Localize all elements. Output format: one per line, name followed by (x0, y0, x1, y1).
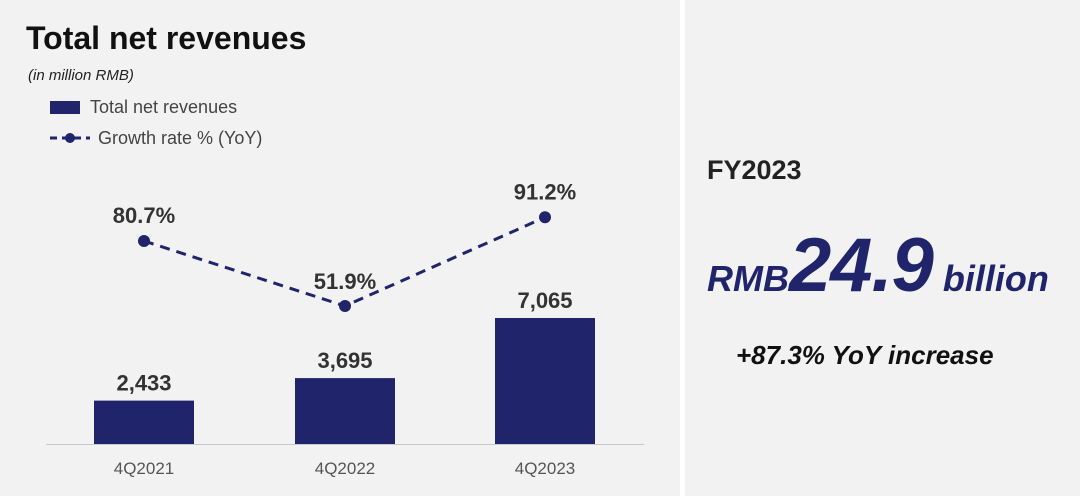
bar-value-label: 2,433 (116, 371, 171, 396)
summary-period: FY2023 (707, 155, 802, 185)
growth-value-label: 91.2% (514, 179, 576, 204)
chart-subtitle: (in million RMB) (28, 67, 134, 84)
summary-panel (685, 0, 1080, 496)
bar-value-label: 3,695 (317, 348, 372, 373)
legend-label-growth: Growth rate % (YoY) (98, 127, 263, 148)
legend-label-revenue: Total net revenues (90, 96, 238, 117)
summary-currency: RMB (707, 258, 789, 299)
x-tick-label: 4Q2022 (315, 459, 376, 478)
growth-point (539, 211, 551, 224)
revenue-bar (495, 318, 595, 444)
bar-value-label: 7,065 (517, 288, 572, 313)
legend-line-swatch (50, 133, 90, 143)
revenue-bar (295, 378, 395, 444)
summary-yoy: +87.3% YoY increase (736, 340, 994, 370)
growth-value-label: 80.7% (113, 203, 175, 228)
panel-divider (680, 0, 685, 496)
legend-item-growth: Growth rate % (YoY) (50, 127, 262, 149)
x-tick-label: 4Q2021 (114, 459, 175, 478)
growth-point (339, 300, 351, 312)
revenue-chart: 2,433 4Q2021 3,695 4Q2022 7,065 4Q2023 80.7% 51… (46, 179, 644, 478)
summary-amount: RMB24.9 billion (707, 222, 1067, 309)
growth-value-label: 51.9% (314, 269, 376, 294)
legend-bar-swatch (50, 100, 80, 114)
chart-title: Total net revenues (26, 20, 307, 56)
summary-value: 24.9 (788, 223, 934, 308)
x-tick-label: 4Q2023 (515, 459, 576, 478)
summary-unit: billion (942, 258, 1049, 299)
legend-item-revenue: Total net revenues (50, 96, 237, 118)
revenue-bar (94, 400, 194, 444)
growth-point (138, 235, 150, 247)
